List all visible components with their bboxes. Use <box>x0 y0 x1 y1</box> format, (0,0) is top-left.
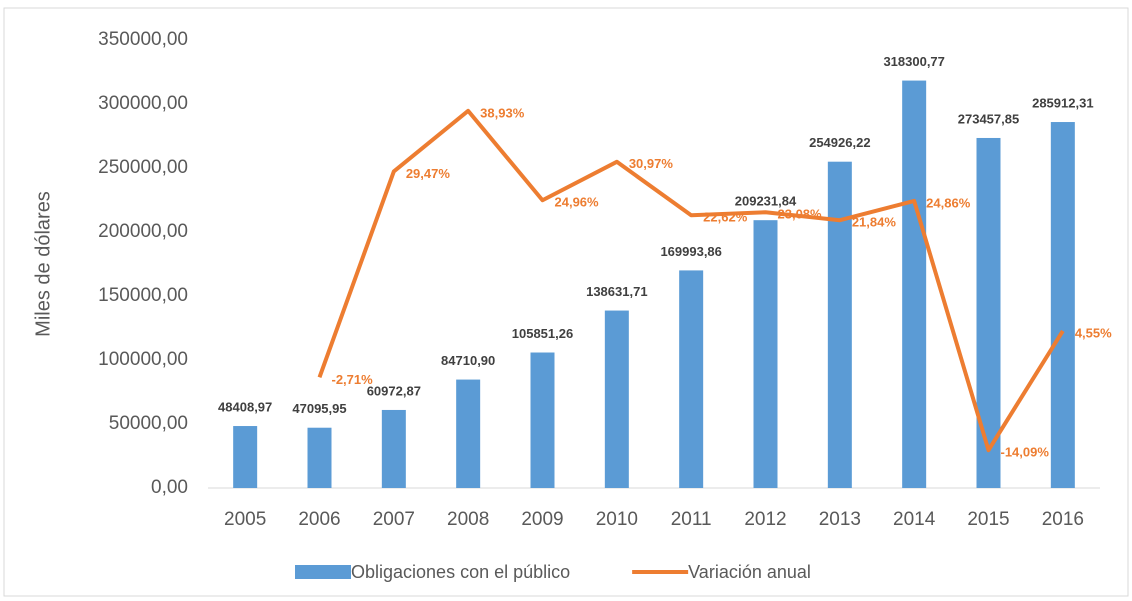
bar <box>753 220 778 489</box>
bar-value-label: 84710,90 <box>441 353 495 368</box>
line-value-label: 4,55% <box>1075 325 1112 340</box>
chart-border <box>3 7 1129 597</box>
x-tick-label: 2007 <box>373 509 415 530</box>
bar-value-label: 169993,86 <box>660 244 721 259</box>
line-value-label: 23,08% <box>778 207 823 222</box>
line <box>317 108 1065 453</box>
bar <box>307 427 332 488</box>
line-value-label: 38,93% <box>480 105 525 120</box>
line-value-label: 29,47% <box>406 166 451 181</box>
bar <box>530 352 555 488</box>
x-tick-label: 2008 <box>447 509 489 530</box>
legend-swatch <box>295 565 351 579</box>
bar-value-label: 138631,71 <box>586 284 647 299</box>
y-tick-label: 0,00 <box>151 477 188 498</box>
x-tick-label: 2016 <box>1042 509 1084 530</box>
x-tick-label: 2009 <box>521 509 563 530</box>
y-tick-label: 50000,00 <box>109 413 188 434</box>
bar-value-label: 254926,22 <box>809 135 870 150</box>
x-tick-label: 2014 <box>893 509 936 530</box>
line-value-label: 22,62% <box>703 210 748 225</box>
bar-value-label: 48408,97 <box>218 399 272 414</box>
x-tick-label: 2010 <box>596 509 638 530</box>
bar-value-label: 209231,84 <box>735 194 797 209</box>
bar <box>456 379 481 488</box>
bar-value-label: 47095,95 <box>292 401 346 416</box>
bar <box>902 80 927 488</box>
legend-label: Obligaciones con el público <box>351 562 570 582</box>
y-tick-label: 300000,00 <box>98 93 188 114</box>
bar <box>381 409 406 488</box>
bar <box>1050 122 1075 489</box>
legend-label: Variación anual <box>688 562 811 582</box>
bar <box>233 426 258 488</box>
y-tick-label: 200000,00 <box>98 221 188 242</box>
x-tick-label: 2006 <box>298 509 340 530</box>
y-tick-label: 250000,00 <box>98 157 188 178</box>
bar-value-label: 318300,77 <box>883 54 944 69</box>
y-tick-label: 350000,00 <box>98 29 188 50</box>
line-value-label: -14,09% <box>1001 445 1050 460</box>
bar-value-label: 105851,26 <box>512 326 573 341</box>
line-value-label: 30,97% <box>629 156 674 171</box>
line-value-label: 24,86% <box>926 195 971 210</box>
bar-value-label: 60972,87 <box>367 383 421 398</box>
bar <box>679 270 704 488</box>
x-tick-label: 2015 <box>967 509 1009 530</box>
x-tick-label: 2012 <box>744 509 786 530</box>
bar <box>827 161 852 488</box>
bar <box>604 310 629 488</box>
line-value-label: 21,84% <box>852 215 897 230</box>
x-tick-label: 2005 <box>224 509 266 530</box>
bar-value-label: 273457,85 <box>958 111 1019 126</box>
y-tick-label: 150000,00 <box>98 285 188 306</box>
x-tick-label: 2011 <box>671 509 712 530</box>
x-tick-label: 2013 <box>819 509 861 530</box>
y-axis-title: Miles de dólares <box>32 191 54 337</box>
line-value-label: -2,71% <box>332 372 374 387</box>
line-value-label: 24,96% <box>555 195 600 210</box>
bar-value-label: 285912,31 <box>1032 95 1093 110</box>
y-tick-label: 100000,00 <box>98 349 188 370</box>
